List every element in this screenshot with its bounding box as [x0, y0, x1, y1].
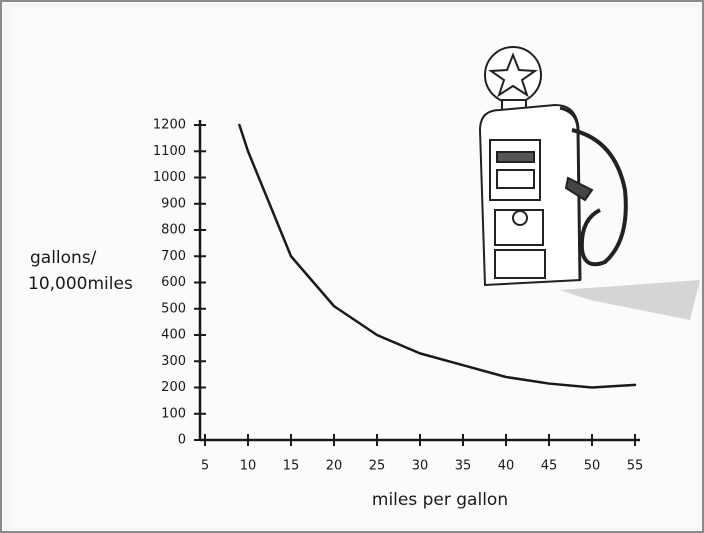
x-axis-label: miles per gallon — [372, 490, 508, 510]
x-tick-label: 15 — [283, 459, 300, 474]
y-tick-label: 200 — [161, 380, 186, 395]
y-tick-label: 700 — [161, 249, 186, 264]
x-tick-label: 50 — [584, 459, 601, 474]
y-tick-label: 100 — [161, 406, 186, 421]
y-tick-label: 600 — [161, 275, 186, 290]
chart: gallons/ 10,000miles miles per gallon 0 1… — [0, 0, 704, 533]
x-tick-label: 5 — [201, 459, 209, 474]
x-tick-label: 40 — [498, 459, 515, 474]
y-tick-label: 1000 — [153, 170, 186, 185]
paper — [13, 8, 698, 528]
y-tick-label: 0 — [178, 433, 186, 448]
page: {"chart_data": {"type": "line", "ylabel"… — [0, 0, 704, 533]
y-axis-label: gallons/ — [30, 248, 97, 268]
x-tick-label: 55 — [627, 459, 644, 474]
x-tick-label: 20 — [326, 459, 343, 474]
y-tick-label: 1100 — [153, 144, 186, 159]
x-tick-label: 10 — [240, 459, 257, 474]
x-tick-label: 45 — [541, 459, 558, 474]
y-tick-label: 900 — [161, 196, 186, 211]
x-tick-label: 35 — [455, 459, 472, 474]
y-tick-label: 800 — [161, 223, 186, 238]
x-tick-label: 30 — [412, 459, 429, 474]
y-axis-label: 10,000miles — [28, 274, 133, 294]
y-tick-label: 1200 — [153, 118, 186, 133]
y-tick-label: 500 — [161, 301, 186, 316]
y-tick-label: 300 — [161, 354, 186, 369]
x-tick-label: 25 — [369, 459, 386, 474]
y-tick-label: 400 — [161, 328, 186, 343]
